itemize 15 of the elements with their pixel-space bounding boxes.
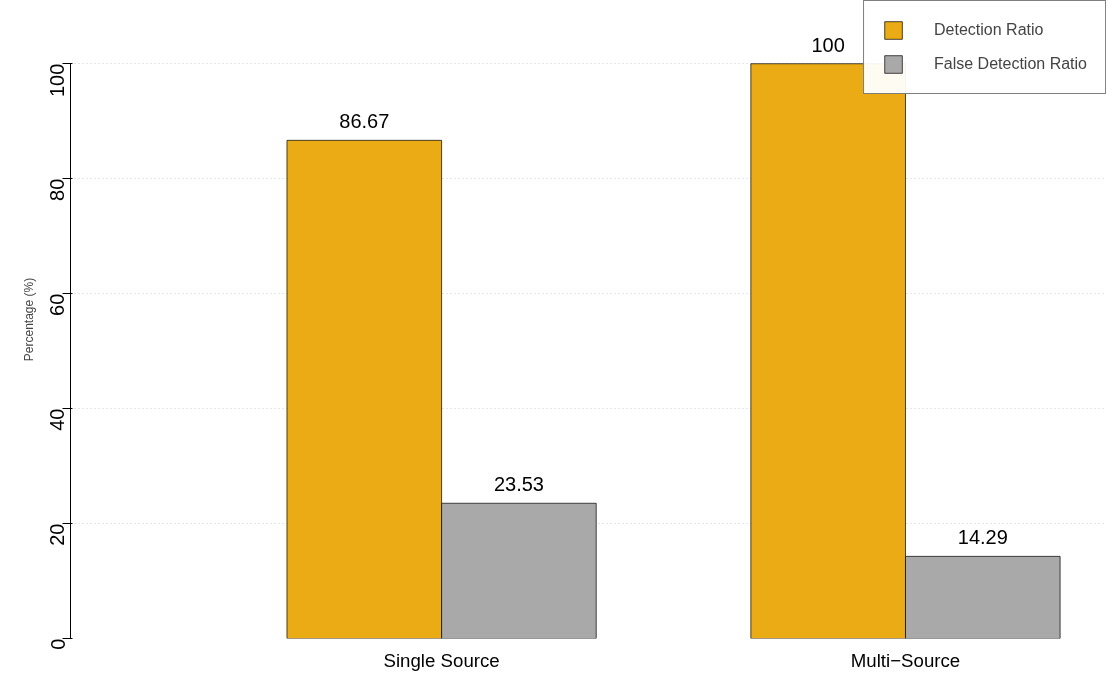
y-tick-label: 20 xyxy=(46,523,69,546)
x-tick-label: Multi−Source xyxy=(850,649,961,671)
y-tick-label: 60 xyxy=(46,293,69,316)
y-tick-label: 40 xyxy=(46,408,69,431)
x-tick-label: Single Source xyxy=(383,649,500,671)
y-tick-label: 80 xyxy=(46,178,69,201)
data-label: 23.53 xyxy=(493,473,544,496)
legend-label: False Detection Ratio xyxy=(934,55,1087,73)
data-label: 14.29 xyxy=(957,526,1008,549)
data-label: 100 xyxy=(811,33,845,56)
y-axis-title: Percentage (%) xyxy=(21,277,36,362)
y-tick-label: 100 xyxy=(46,63,69,98)
data-label: 86.67 xyxy=(339,110,390,133)
legend-label: Detection Ratio xyxy=(934,21,1044,39)
y-tick-label: 0 xyxy=(46,638,69,650)
